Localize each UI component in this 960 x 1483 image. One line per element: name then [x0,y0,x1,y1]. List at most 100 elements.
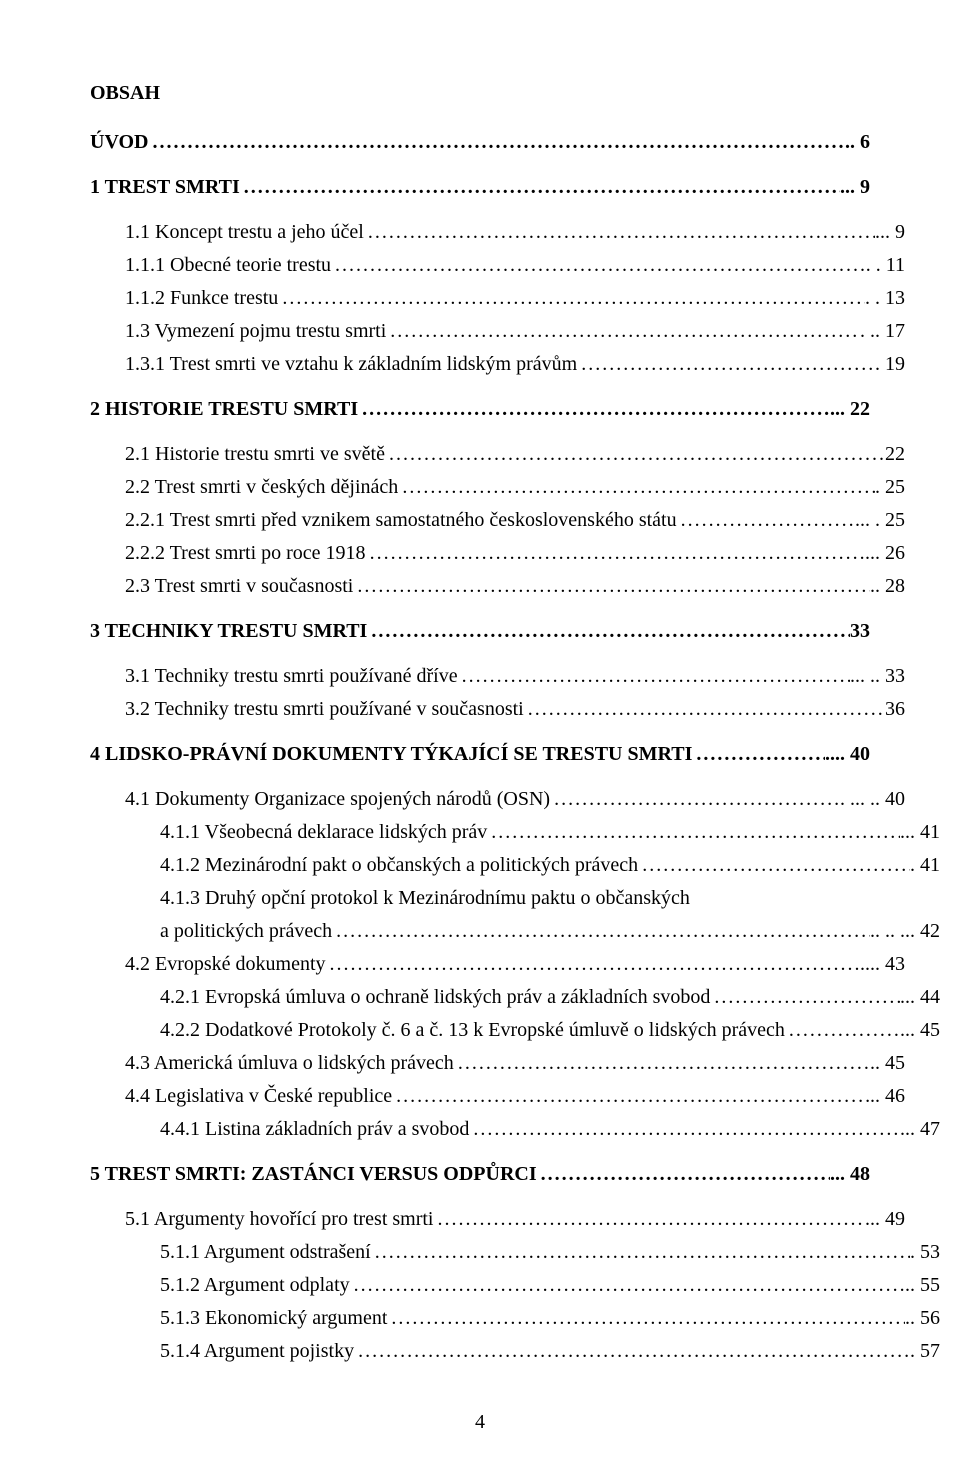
toc-leader: ........................................… [398,472,875,503]
toc-row: 5.1.1 Argument odstrašení...............… [90,1237,940,1268]
toc-leader: ........................................… [524,694,885,725]
toc-label: 4.2.1 Evropská úmluva o ochraně lidských… [160,982,710,1013]
toc-page: . 53 [910,1237,940,1268]
toc-leader: ........................................… [785,1015,900,1046]
toc-row: 4.1.1 Všeobecná deklarace lidských práv.… [90,817,940,848]
toc-row: 3 TECHNIKY TRESTU SMRTI.................… [90,616,870,647]
toc-leader: ........................................… [367,616,850,647]
toc-leader: ........................................… [638,850,910,881]
toc-label: 1.1 Koncept trestu a jeho účel [125,217,364,248]
toc-leader: ........................................… [358,394,830,425]
toc-leader: ........................................… [354,1336,910,1367]
toc-row: 3.1 Techniky trestu smrti používané dřív… [90,661,905,692]
toc-leader: ........................................… [434,1204,866,1235]
toc-row: 1.1 Koncept trestu a jeho účel..........… [90,217,905,248]
toc-row: 1.1.2 Funkce trestu.....................… [90,283,905,314]
toc-label: 5.1.4 Argument pojistky [160,1336,354,1367]
blank-space [90,382,870,394]
toc-label: 3.1 Techniky trestu smrti používané dřív… [125,661,458,692]
blank-space [90,604,870,616]
toc-label: 1.1.2 Funkce trestu [125,283,278,314]
blank-space [90,772,870,784]
toc-leader: ........................................… [550,784,840,815]
toc-label: 4.1.1 Všeobecná deklarace lidských práv [160,817,487,848]
blank-space [90,649,870,661]
toc-page: ... 26 [865,538,905,569]
toc-page: ... 47 [900,1114,940,1145]
toc-label: 2.2.1 Trest smrti před vznikem samostatn… [125,505,677,536]
toc-label: ÚVOD [90,127,149,158]
toc-page: ... .. 33 [850,661,905,692]
toc-row: 3.2 Techniky trestu smrti používané v so… [90,694,905,725]
toc-row: 2.3 Trest smrti v současnosti...........… [90,571,905,602]
toc-leader: ........................................… [469,1114,900,1145]
toc-page: 22 [885,439,905,470]
toc-leader: ........................................… [278,283,865,314]
toc-page: ... 9 [840,172,870,203]
toc-label: 3.2 Techniky trestu smrti používané v so… [125,694,524,725]
toc-label: 2.1 Historie trestu smrti ve světě [125,439,385,470]
toc-label: 4.1.3 Druhý opční protokol k Mezinárodní… [160,883,690,914]
toc-label: 1 TREST SMRTI [90,172,240,203]
toc-row: 1.1.1 Obecné teorie trestu..............… [90,250,905,281]
toc-page: . . 11 [866,250,905,281]
toc-page: ... 45 [900,1015,940,1046]
toc-row: a politických právech...................… [90,916,940,947]
toc-page: .. 45 [870,1048,905,1079]
toc-leader: ........................................… [331,250,866,281]
toc-page: . 19 [875,349,905,380]
toc-page: ... 22 [830,394,870,425]
toc-leader: ........................................… [392,1081,870,1112]
toc-row: 5.1.3 Ekonomický argument...............… [90,1303,940,1334]
toc-page: . ... .. 40 [840,784,905,815]
toc-row: 4.1.3 Druhý opční protokol k Mezinárodní… [90,883,940,914]
toc-leader: ........................................… [326,949,860,980]
toc-label: 1.3.1 Trest smrti ve vztahu k základním … [125,349,577,380]
toc-leader: ........................................… [332,916,870,947]
toc-page: ... 48 [830,1159,870,1190]
toc-label: 4.4.1 Listina základních práv a svobod [160,1114,469,1145]
toc-page: . .. 17 [860,316,905,347]
toc-row: 4.2.2 Dodatkové Protokoly č. 6 a č. 13 k… [90,1015,940,1046]
toc-page: . 25 [875,472,905,503]
toc-leader: ........................................… [454,1048,870,1079]
toc-leader: ........................................… [364,217,875,248]
page-title: OBSAH [90,78,870,109]
toc-label: 4.2 Evropské dokumenty [125,949,326,980]
toc-label: 2.3 Trest smrti v současnosti [125,571,353,602]
toc-leader: ........................................… [385,439,885,470]
toc-leader: ........................................… [537,1159,830,1190]
toc-page: .. 6 [845,127,870,158]
toc-label: 4.1 Dokumenty Organizace spojených národ… [125,784,550,815]
toc-label: 5 TREST SMRTI: ZASTÁNCI VERSUS ODPŮRCI [90,1159,537,1190]
toc-label: 5.1.1 Argument odstrašení [160,1237,371,1268]
toc-page: ... 44 [900,982,940,1013]
toc-label: 5.1.2 Argument odplaty [160,1270,350,1301]
toc-leader: ........................................… [458,661,850,692]
toc-leader: ........................................… [240,172,840,203]
blank-space [90,427,870,439]
toc-page: .. 55 [905,1270,940,1301]
toc-label: 4.2.2 Dodatkové Protokoly č. 6 a č. 13 k… [160,1015,785,1046]
toc-row: 4 LIDSKO-PRÁVNÍ DOKUMENTY TÝKAJÍCÍ SE TR… [90,739,870,770]
toc-label: 4.4 Legislativa v České republice [125,1081,392,1112]
toc-row: 4.1.2 Mezinárodní pakt o občanských a po… [90,850,940,881]
blank-space [90,1147,870,1159]
toc-row: 4.2.1 Evropská úmluva o ochraně lidských… [90,982,940,1013]
toc-row: 2.2.2 Trest smrti po roce 1918..........… [90,538,905,569]
toc-label: 4 LIDSKO-PRÁVNÍ DOKUMENTY TÝKAJÍCÍ SE TR… [90,739,692,770]
toc-row: 2 HISTORIE TRESTU SMRTI.................… [90,394,870,425]
toc-row: 4.4 Legislativa v České republice.......… [90,1081,905,1112]
toc-label: 1.1.1 Obecné teorie trestu [125,250,331,281]
toc-row: 1 TREST SMRTI...........................… [90,172,870,203]
toc-leader: ........................................… [371,1237,910,1268]
toc-page: .... 43 [860,949,905,980]
toc-row: 5.1.2 Argument odplaty..................… [90,1270,940,1301]
blank-space [90,727,870,739]
toc-page: . . 13 [865,283,905,314]
toc-page: 33 [850,616,870,647]
toc-leader: ........................................… [692,739,825,770]
page-number: 4 [90,1407,870,1438]
blank-space [90,1192,870,1204]
toc-page: ... 9 [875,217,905,248]
